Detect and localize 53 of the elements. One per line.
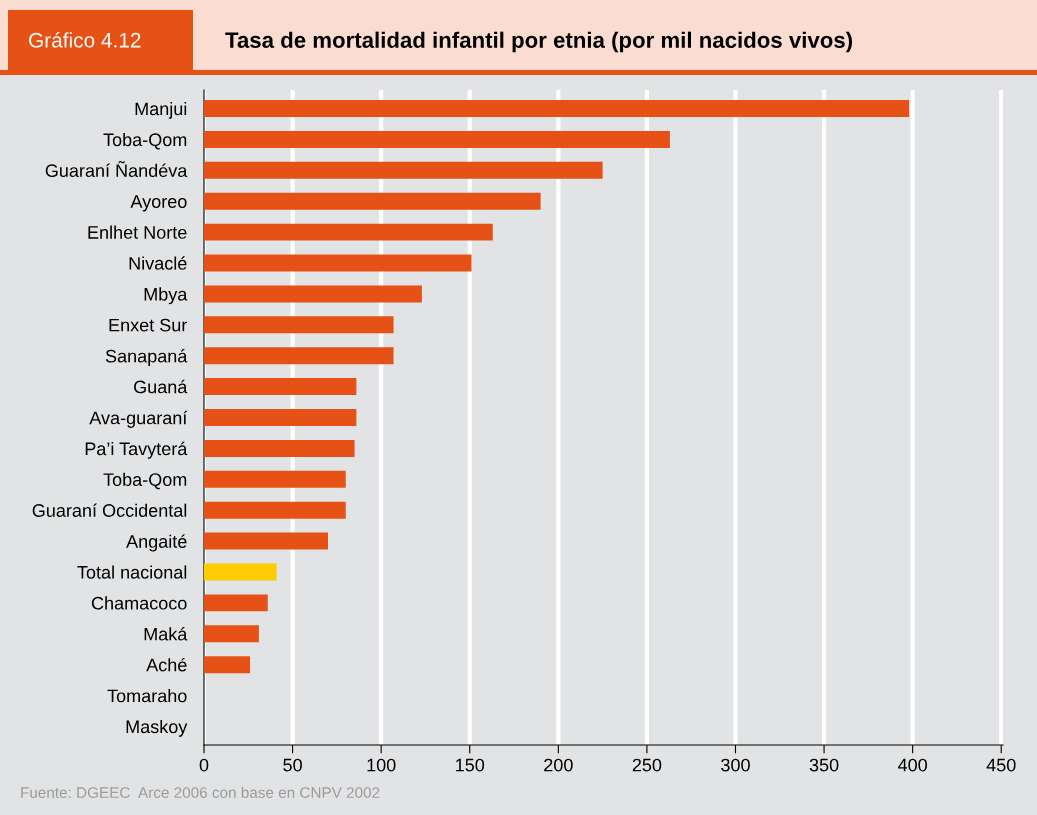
y-tick-label: Nivaclé: [129, 256, 187, 270]
x-tick-label: 200: [544, 758, 573, 772]
y-tick-label: Mbya: [144, 287, 188, 305]
y-tick-label: Maskoy: [126, 719, 188, 737]
x-tick-label: 50: [283, 758, 302, 772]
y-tick-label: Guaná: [134, 379, 188, 394]
bar: [204, 563, 277, 581]
x-tick-label: 350: [809, 758, 839, 772]
y-tick-label: Chamacoco: [91, 596, 187, 610]
bar: [204, 254, 472, 272]
source-note: Fuente: DGEEC Arce 2006 con base en CNPV 2002: [21, 786, 380, 798]
y-tick-label: Enlhet Norte: [88, 225, 187, 239]
x-tick-label: 400: [898, 758, 928, 772]
bar: [204, 501, 346, 519]
x-tick-label: 250: [632, 758, 662, 772]
y-tick-label: Pa’i Tavyterá: [85, 441, 188, 459]
y-tick-label: Ava-guaraní: [89, 410, 188, 428]
bar: [204, 192, 541, 210]
x-tick-label: 150: [456, 758, 485, 772]
y-tick-label: Angaité: [126, 534, 187, 552]
y-tick-label: Tomaraho: [107, 689, 187, 703]
bar: [204, 656, 251, 674]
bar: [204, 100, 910, 118]
y-tick-label: Sanapaná: [105, 349, 188, 367]
x-tick-label: 300: [721, 758, 750, 772]
y-tick-label: Guaraní Occidental: [32, 503, 187, 517]
bar: [204, 161, 603, 179]
bar: [204, 409, 357, 426]
y-tick-label: Ayoreo: [130, 195, 187, 212]
y-tick-label: Enxet Sur: [109, 318, 188, 332]
bar: [204, 378, 357, 396]
y-tick-label: Toba-Qom: [103, 132, 187, 150]
y-tick-label: Manjui: [135, 102, 187, 119]
y-tick-label: Guaraní Ñandéva: [45, 161, 188, 178]
x-tick-label: 0: [199, 758, 209, 772]
bar: [204, 285, 422, 303]
x-tick-label: 450: [986, 758, 1016, 772]
bar: [204, 594, 268, 612]
bar: [204, 130, 670, 148]
bar: [204, 625, 259, 643]
chart-subtitle: Gráfico 4.12: [29, 32, 141, 48]
bar: [204, 470, 346, 488]
y-tick-label: Toba-Qom: [103, 472, 187, 490]
chart-title: Tasa de mortalidad infantil por etnia (por mil nacidos vivos): [225, 31, 852, 53]
bar: [204, 532, 329, 550]
y-tick-label: Aché: [146, 657, 187, 672]
bar: [204, 223, 493, 241]
bar: [204, 316, 394, 334]
y-tick-label: Maká: [144, 627, 188, 641]
x-tick-label: 100: [367, 758, 396, 772]
bar: [204, 439, 355, 457]
y-tick-label: Total nacional: [77, 565, 187, 579]
bar: [204, 347, 394, 365]
